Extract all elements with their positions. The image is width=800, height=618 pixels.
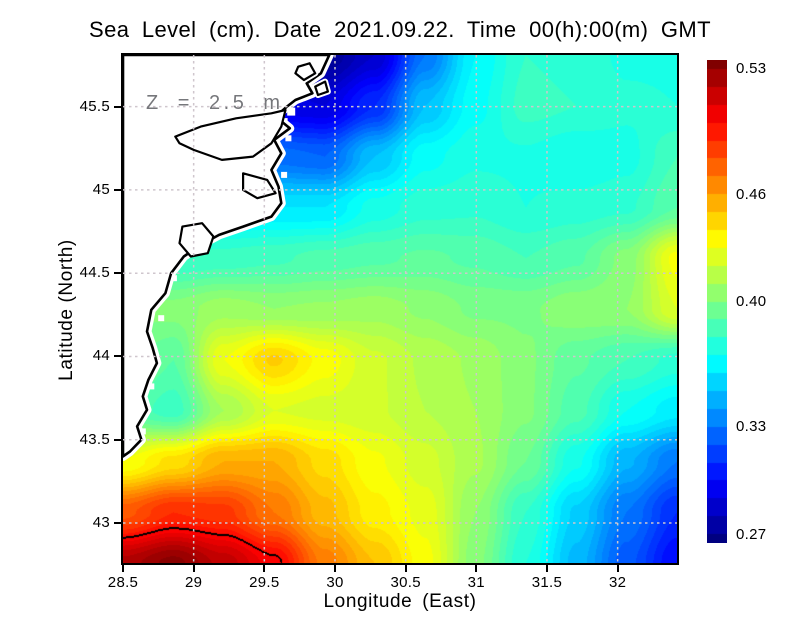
coastline-map-overlay [123, 55, 677, 563]
y-axis-tick [114, 355, 121, 358]
x-tick-label: 30 [326, 574, 344, 591]
coast-gap-cell [158, 315, 165, 322]
y-tick-label: 43 [92, 514, 110, 532]
island-outline [314, 80, 329, 97]
x-axis-label: Longitude (East) [323, 591, 477, 612]
colorbar [707, 60, 727, 543]
y-tick-label: 43.5 [79, 430, 110, 448]
x-axis-tick [333, 565, 336, 572]
y-axis-label: Latitude (North) [56, 239, 77, 381]
coast-gap-cell [287, 107, 296, 116]
x-tick-label: 31.5 [531, 574, 563, 591]
coast-gap-cell [269, 198, 277, 206]
coast-gap-cell [285, 135, 292, 142]
x-axis-tick [404, 565, 407, 572]
coast-gap-cell [280, 118, 288, 126]
x-tick-label: 32 [608, 574, 627, 591]
y-axis-tick [114, 522, 121, 525]
coast-gap-cell [302, 82, 311, 91]
x-axis-tick [545, 565, 548, 572]
coast-gap-cell [139, 428, 146, 435]
x-tick-label: 31 [467, 574, 485, 591]
y-tick-label: 45.5 [79, 97, 110, 115]
plot-title: Sea Level (cm). Date 2021.09.22. Time 00… [89, 17, 711, 42]
x-axis-tick [616, 565, 619, 572]
lagoon-outline [174, 108, 287, 161]
depth-annotation: Z = 2.5 m [146, 92, 284, 114]
y-tick-label: 44.5 [79, 264, 110, 282]
coast-gap-cell [281, 171, 288, 178]
colorbar-tick-label: 0.46 [736, 185, 767, 203]
plot-frame [120, 52, 679, 565]
y-axis-tick [114, 105, 121, 108]
colorbar-tick-label: 0.33 [736, 418, 767, 436]
coast-gap-cell [170, 275, 177, 282]
y-tick-label: 44 [92, 347, 110, 365]
coast-gap-cell [292, 90, 302, 100]
y-axis-tick [114, 188, 121, 191]
colorbar-tick-label: 0.27 [736, 525, 767, 543]
colorbar-tick-label: 0.40 [736, 293, 767, 310]
x-tick-label: 30.5 [390, 574, 421, 591]
coast-gap-cell [275, 151, 282, 159]
x-axis-tick [122, 565, 124, 572]
x-axis-tick [475, 565, 478, 572]
coast-gap-cell [148, 383, 155, 390]
coastline [123, 55, 331, 458]
x-tick-label: 28.5 [107, 574, 139, 591]
y-axis-tick [114, 272, 121, 275]
lagoon-outline [242, 172, 277, 200]
x-axis-tick [263, 565, 266, 572]
y-tick-label: 45 [92, 180, 110, 198]
x-axis-tick [192, 565, 195, 572]
island-outline [294, 62, 317, 82]
x-tick-label: 29 [185, 574, 203, 591]
x-tick-label: 29.5 [249, 574, 280, 591]
lagoon-outline [178, 222, 215, 258]
colorbar-tick-label: 0.53 [736, 60, 767, 78]
y-axis-tick [114, 438, 121, 441]
